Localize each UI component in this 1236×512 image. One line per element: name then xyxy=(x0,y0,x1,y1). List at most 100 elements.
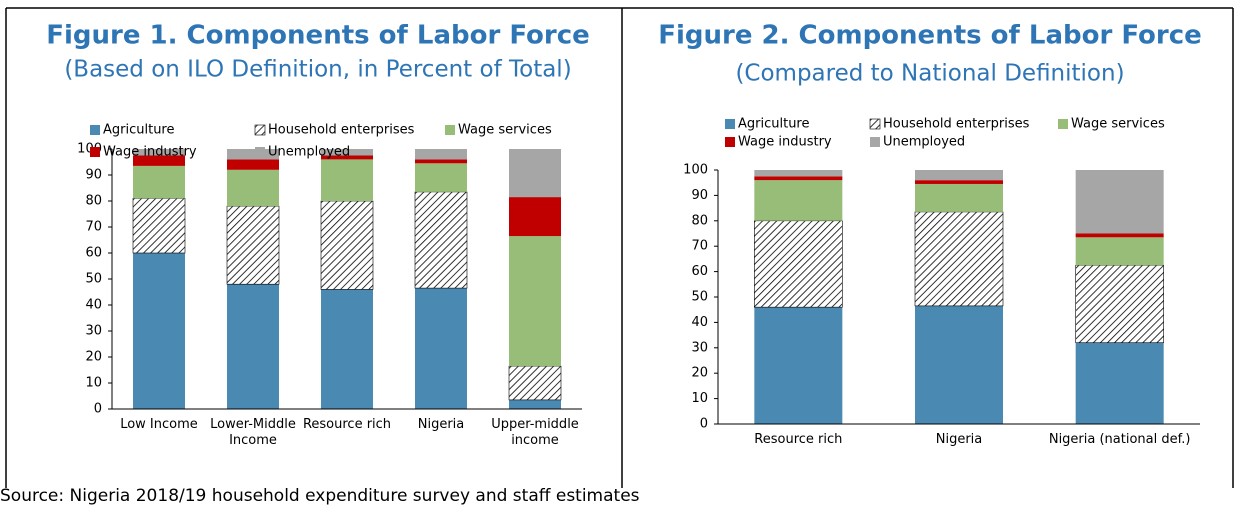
bar-segment xyxy=(754,180,843,221)
bar-segment xyxy=(133,155,185,166)
bar-segment xyxy=(754,307,843,424)
legend-label: Agriculture xyxy=(738,117,810,132)
x-label-box: Upper-middle income xyxy=(491,417,579,448)
y-tick-label: 60 xyxy=(691,264,708,279)
bar-segment xyxy=(508,365,562,401)
y-tick-label: 40 xyxy=(85,298,102,313)
bar-segment xyxy=(915,170,1003,181)
bar-segment xyxy=(415,288,467,409)
bar-segment xyxy=(1075,233,1164,238)
y-tick-label: 40 xyxy=(691,315,708,330)
x-label-box: Nigeria xyxy=(935,432,983,447)
legend-swatch xyxy=(725,119,735,129)
bar-segment xyxy=(133,165,185,199)
legend-label: Household enterprises xyxy=(883,117,1030,132)
x-label-box: Lower-Middle Income xyxy=(210,417,296,448)
y-tick-label: 50 xyxy=(691,290,708,305)
x-tick-label: Resource rich xyxy=(754,432,843,447)
chart-title: Figure 1. Components of Labor Force xyxy=(46,21,590,51)
bar-segment xyxy=(754,176,843,181)
bar-segment xyxy=(414,191,468,289)
bar-segment xyxy=(133,149,185,156)
chart-subtitle: (Compared to National Definition) xyxy=(735,61,1124,87)
y-tick-label: 10 xyxy=(85,376,102,391)
legend-label: Wage industry xyxy=(738,135,832,150)
y-tick-label: 80 xyxy=(85,194,102,209)
legend-label: Household enterprises xyxy=(268,123,415,138)
x-label-box: Resource rich xyxy=(303,417,391,432)
bar-segment xyxy=(915,305,1003,424)
y-tick-label: 70 xyxy=(85,220,102,235)
bar-segment xyxy=(754,220,843,308)
legend-swatch xyxy=(254,124,266,136)
bar-segment xyxy=(415,163,467,192)
legend-label: Wage services xyxy=(458,123,552,138)
x-tick-label: Upper-middle income xyxy=(491,417,579,448)
bar-segment xyxy=(415,159,467,164)
bar-segment xyxy=(321,149,373,156)
y-tick-label: 20 xyxy=(691,366,708,381)
y-tick-label: 90 xyxy=(85,168,102,183)
bar-segment xyxy=(227,159,279,170)
bar-segment xyxy=(227,149,279,160)
bar-segment xyxy=(1075,264,1164,344)
bar-segment xyxy=(509,236,561,367)
y-tick-label: 70 xyxy=(691,239,708,254)
legend-swatch xyxy=(90,147,100,157)
y-tick-label: 100 xyxy=(683,163,708,178)
chart-title: Figure 2. Components of Labor Force xyxy=(658,21,1202,51)
x-label-box: Nigeria (national def.) xyxy=(1048,432,1191,447)
x-tick-label: Nigeria (national def.) xyxy=(1048,432,1191,447)
y-tick-label: 0 xyxy=(700,417,708,432)
legend-label: Unemployed xyxy=(268,145,350,160)
x-tick-label: Nigeria xyxy=(935,432,983,447)
bar-segment xyxy=(133,253,185,409)
bar-segment xyxy=(321,289,373,409)
source-note: Source: Nigeria 2018/19 household expend… xyxy=(0,486,640,506)
bar-segment xyxy=(227,169,279,207)
bar-segment xyxy=(509,149,561,198)
legend-swatch xyxy=(869,118,881,130)
legend-label: Wage industry xyxy=(103,145,197,160)
x-label-box: Nigeria xyxy=(417,417,465,432)
bar-segment xyxy=(321,155,373,160)
x-tick-label: Lower-Middle Income xyxy=(210,417,296,448)
bar-segment xyxy=(915,183,1003,212)
y-tick-label: 10 xyxy=(691,391,708,406)
y-tick-label: 20 xyxy=(85,350,102,365)
y-tick-label: 30 xyxy=(691,340,708,355)
bar-segment xyxy=(415,149,467,160)
y-tick-label: 30 xyxy=(85,324,102,339)
bar-segment xyxy=(914,211,1004,307)
x-tick-label: Low Income xyxy=(120,417,198,432)
bar-segment xyxy=(754,170,843,177)
legend-swatch xyxy=(90,125,100,135)
chart-subtitle: (Based on ILO Definition, in Percent of … xyxy=(64,57,571,83)
bar-segment xyxy=(1075,170,1164,234)
legend-swatch xyxy=(1058,119,1068,129)
legend-label: Wage services xyxy=(1071,117,1165,132)
bar-segment xyxy=(227,284,279,409)
y-tick-label: 90 xyxy=(691,188,708,203)
y-tick-label: 80 xyxy=(691,213,708,228)
legend-label: Unemployed xyxy=(883,135,965,150)
bar-segment xyxy=(509,197,561,237)
bar-segment xyxy=(132,198,186,254)
legend-swatch xyxy=(870,137,880,147)
legend-label: Agriculture xyxy=(103,123,175,138)
legend-swatch xyxy=(725,137,735,147)
y-tick-label: 60 xyxy=(85,246,102,261)
y-tick-label: 50 xyxy=(85,272,102,287)
bar-segment xyxy=(915,180,1003,184)
legend-swatch xyxy=(255,147,265,157)
bar-segment xyxy=(509,399,561,409)
x-tick-label: Nigeria xyxy=(417,417,465,432)
bar-segment xyxy=(226,205,280,285)
x-label-box: Resource rich xyxy=(754,432,843,447)
bar-segment xyxy=(1075,342,1164,424)
x-label-box: Low Income xyxy=(120,417,198,432)
legend-swatch xyxy=(445,125,455,135)
y-tick-label: 0 xyxy=(94,402,102,417)
